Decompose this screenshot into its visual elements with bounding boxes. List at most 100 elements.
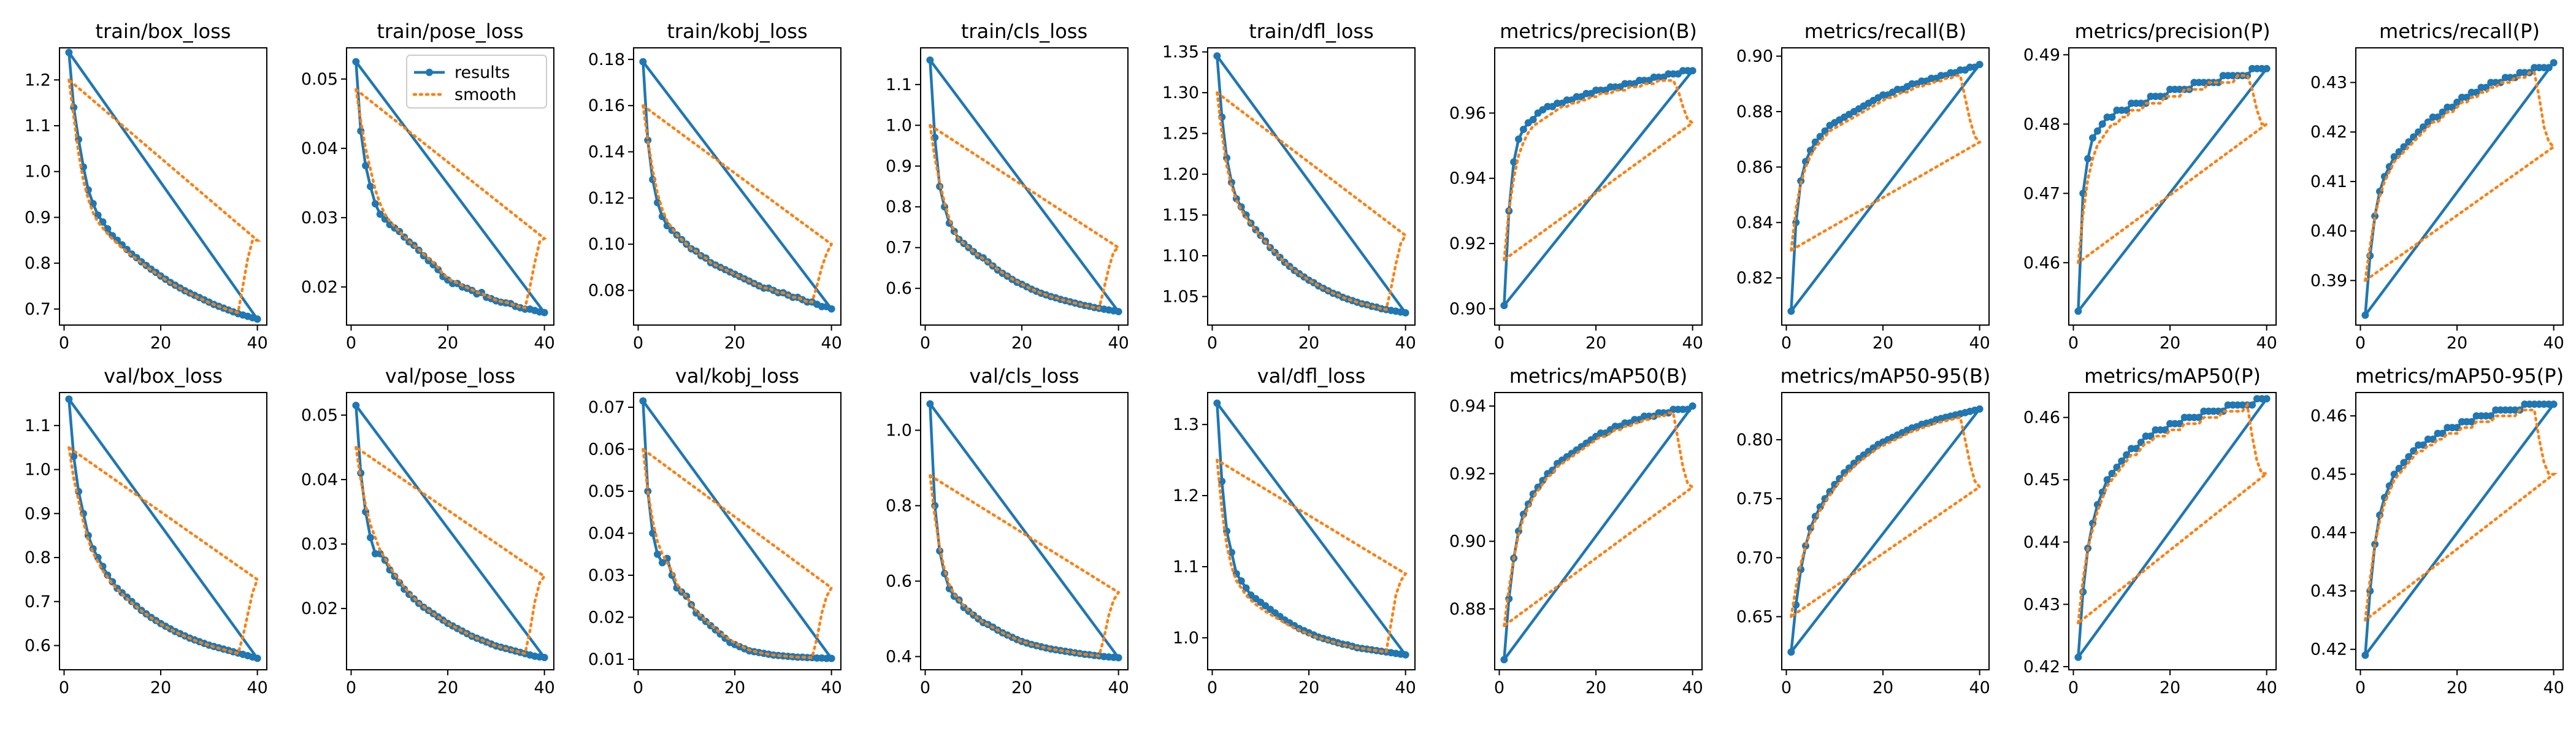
results-point bbox=[1237, 577, 1245, 585]
x-tick-label: 0 bbox=[59, 678, 69, 697]
subplot-title: train/kobj_loss bbox=[667, 20, 807, 43]
y-tick-label: 0.42 bbox=[2310, 640, 2347, 659]
y-tick-label: 0.82 bbox=[1736, 269, 1773, 288]
x-tick-label: 40 bbox=[821, 334, 841, 353]
y-tick-label: 0.84 bbox=[1736, 213, 1773, 232]
x-tick-label: 20 bbox=[2447, 334, 2467, 353]
subplot-title: val/cls_loss bbox=[969, 364, 1079, 388]
y-tick-label: 0.48 bbox=[2023, 115, 2060, 134]
x-tick-label: 0 bbox=[2068, 678, 2079, 697]
subplot-title: train/cls_loss bbox=[961, 20, 1087, 43]
y-tick-label: 1.20 bbox=[1162, 165, 1199, 184]
y-tick-label: 0.43 bbox=[2023, 595, 2060, 614]
y-tick-label: 1.25 bbox=[1162, 125, 1199, 144]
y-tick-label: 0.9 bbox=[886, 157, 912, 176]
subplot-train-dfl-loss: train/dfl_loss 0 20 40 1.05 1.10 1.15 1.20 1.25 1… bbox=[1162, 20, 1416, 353]
y-tick-label: 0.46 bbox=[2023, 253, 2060, 272]
subplot-val-cls-loss: val/cls_loss 0 20 40 0.4 0.6 0.8 1.0 bbox=[886, 364, 1129, 697]
results-point bbox=[1539, 477, 1547, 485]
subplot-metrics-precision-p: metrics/precision(P) 0 20 40 0.46 0.47 0.48 0.4… bbox=[2023, 20, 2277, 353]
y-tick-label: 0.04 bbox=[301, 470, 338, 489]
y-tick-label: 0.45 bbox=[2023, 470, 2060, 489]
results-point bbox=[2463, 93, 2471, 101]
y-tick-label: 0.43 bbox=[2310, 582, 2347, 601]
y-tick-label: 0.10 bbox=[588, 235, 625, 254]
y-tick-label: 0.88 bbox=[1736, 102, 1773, 121]
results-point bbox=[644, 136, 652, 144]
x-tick-label: 20 bbox=[1011, 334, 1032, 353]
legend-results-marker bbox=[426, 69, 433, 76]
smooth-line bbox=[355, 88, 547, 310]
results-point bbox=[540, 309, 548, 316]
y-tick-label: 0.42 bbox=[2310, 123, 2347, 142]
results-point bbox=[371, 200, 379, 208]
legend-results-label: results bbox=[454, 63, 510, 82]
y-tick-label: 0.8 bbox=[886, 197, 912, 217]
results-point bbox=[1689, 402, 1696, 410]
results-point bbox=[654, 550, 661, 558]
x-tick-label: 20 bbox=[2160, 334, 2180, 353]
results-point bbox=[2361, 311, 2369, 319]
results-point bbox=[658, 559, 666, 567]
y-tick-label: 1.3 bbox=[1173, 415, 1199, 434]
results-point bbox=[367, 534, 374, 542]
y-tick-label: 0.05 bbox=[301, 406, 338, 425]
y-tick-label: 0.7 bbox=[886, 239, 912, 258]
results-point bbox=[1242, 584, 1250, 592]
y-tick-label: 1.0 bbox=[25, 163, 51, 182]
subplot-metrics-map50-95-b: metrics/mAP50-95(B) 0 20 40 0.65 0.70 0.75 0.80 bbox=[1736, 364, 1991, 697]
smooth-line bbox=[642, 448, 834, 659]
subplot-title: metrics/mAP50(P) bbox=[2084, 364, 2261, 388]
x-tick-label: 20 bbox=[150, 678, 171, 697]
y-tick-label: 0.44 bbox=[2023, 533, 2060, 552]
y-tick-label: 0.6 bbox=[886, 572, 912, 591]
y-tick-label: 1.05 bbox=[1162, 287, 1199, 306]
subplot-title: metrics/recall(B) bbox=[1804, 20, 1967, 43]
y-tick-label: 0.96 bbox=[1449, 104, 1486, 123]
smooth-line bbox=[1790, 415, 1982, 618]
y-tick-label: 0.92 bbox=[1449, 234, 1486, 253]
subplot-train-box-loss: train/box_loss 0 20 40 0.7 0.8 0.9 1.0 1.1 1.2 bbox=[25, 20, 268, 353]
results-point bbox=[639, 397, 647, 405]
results-point bbox=[2467, 418, 2475, 426]
x-tick-label: 20 bbox=[1873, 334, 1893, 353]
results-point bbox=[352, 58, 360, 66]
y-tick-label: 1.1 bbox=[25, 117, 51, 136]
results-point bbox=[2108, 113, 2116, 121]
subplot-title: train/box_loss bbox=[96, 20, 231, 43]
y-tick-label: 0.14 bbox=[588, 143, 625, 162]
results-point bbox=[1213, 399, 1221, 407]
x-tick-label: 20 bbox=[2447, 678, 2467, 697]
y-tick-label: 0.05 bbox=[588, 482, 625, 501]
results-point bbox=[1510, 158, 1518, 166]
y-tick-label: 1.10 bbox=[1162, 247, 1199, 266]
x-tick-label: 0 bbox=[1781, 334, 1792, 353]
y-tick-label: 0.03 bbox=[301, 535, 338, 554]
results-point bbox=[1228, 548, 1235, 556]
smooth-line bbox=[1503, 79, 1695, 261]
subplot-metrics-precision-b: metrics/precision(B) 0 20 40 0.90 0.92 0.94 0.9… bbox=[1449, 20, 1703, 353]
results-point bbox=[2074, 653, 2082, 661]
y-tick-label: 1.0 bbox=[1173, 629, 1199, 648]
subplot-title: metrics/mAP50-95(P) bbox=[2355, 364, 2564, 388]
results-point bbox=[2550, 59, 2558, 67]
y-tick-label: 1.1 bbox=[886, 75, 912, 94]
y-tick-label: 1.0 bbox=[886, 116, 912, 135]
y-tick-label: 0.03 bbox=[588, 566, 625, 585]
results-point bbox=[1401, 651, 1409, 659]
results-point bbox=[104, 225, 112, 233]
y-tick-label: 0.90 bbox=[1736, 47, 1773, 66]
results-point bbox=[352, 402, 360, 410]
y-tick-label: 0.08 bbox=[588, 282, 625, 301]
smooth-line bbox=[355, 446, 546, 656]
results-point bbox=[663, 554, 671, 562]
results-point bbox=[1519, 125, 1527, 133]
y-tick-label: 0.8 bbox=[25, 548, 51, 567]
x-tick-label: 0 bbox=[1494, 678, 1505, 697]
x-tick-label: 40 bbox=[1969, 678, 1990, 697]
subplot-train-kobj-loss: train/kobj_loss 0 20 40 0.08 0.10 0.12 0.14 0.16… bbox=[588, 20, 842, 353]
subplot-title: metrics/recall(P) bbox=[2379, 20, 2540, 43]
results-point bbox=[2103, 476, 2111, 484]
x-tick-label: 0 bbox=[920, 334, 930, 353]
